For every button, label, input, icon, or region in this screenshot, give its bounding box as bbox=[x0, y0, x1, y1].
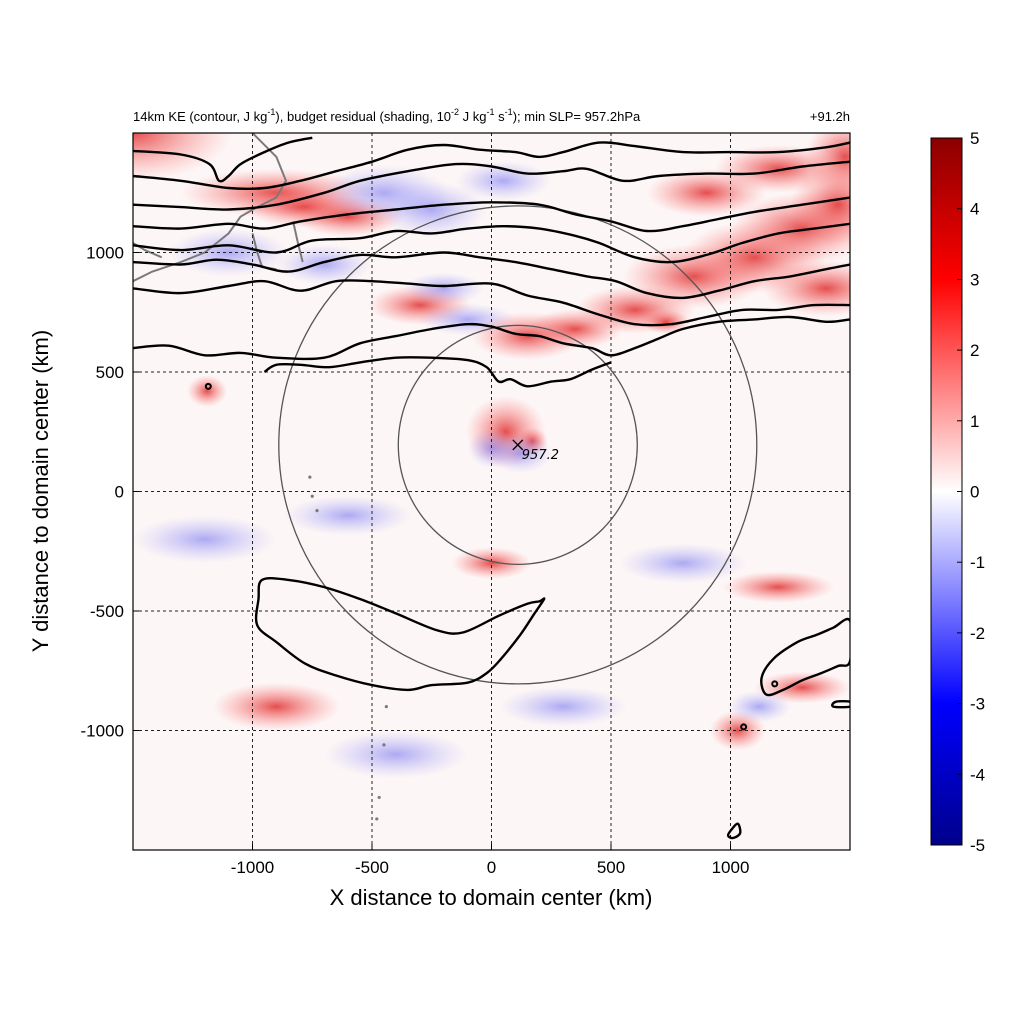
colorbar-tick-label: 4 bbox=[970, 200, 979, 219]
y-axis-ticks: -1000 -500 0 500 1000 bbox=[81, 244, 139, 741]
colorbar-tick-label: -5 bbox=[970, 836, 985, 855]
storm-center-marker bbox=[512, 439, 524, 451]
ke-contour-closed bbox=[831, 700, 850, 709]
positive-residual bbox=[133, 133, 233, 181]
y-tick-label: 1000 bbox=[86, 244, 124, 263]
island bbox=[382, 743, 386, 747]
ke-contours bbox=[133, 136, 850, 840]
ke-contour-small bbox=[740, 723, 748, 731]
positive-residual bbox=[641, 309, 690, 334]
x-tick-label: 0 bbox=[487, 858, 496, 877]
y-tick-label: 0 bbox=[115, 483, 124, 502]
positive-residual bbox=[722, 571, 835, 604]
negative-residual bbox=[168, 228, 289, 277]
island bbox=[315, 509, 319, 513]
positive-residual bbox=[646, 168, 767, 217]
negative-residual bbox=[284, 495, 413, 536]
range-rings bbox=[278, 205, 758, 685]
x-axis-label: X distance to domain center (km) bbox=[330, 885, 653, 910]
colorbar-tick-label: 2 bbox=[970, 341, 979, 360]
ke-contour-line bbox=[133, 279, 850, 327]
ke-contour-line bbox=[133, 222, 850, 264]
forecast-time-label: +91.2h bbox=[810, 109, 850, 124]
x-tick-label: -1000 bbox=[231, 858, 274, 877]
x-tick-label: 1000 bbox=[712, 858, 750, 877]
ke-contour-line bbox=[133, 136, 313, 183]
ke-contour-closed bbox=[760, 617, 850, 697]
ke-contour-small bbox=[204, 382, 212, 390]
colorbar-tick-label: 1 bbox=[970, 412, 979, 431]
positive-residual bbox=[187, 375, 228, 408]
range-ring-1000km bbox=[278, 205, 758, 685]
coastline-segment bbox=[292, 221, 304, 263]
island bbox=[384, 705, 388, 709]
ke-contour-line bbox=[133, 251, 850, 300]
min-slp-label: 957.2 bbox=[522, 448, 559, 463]
y-axis-label: Y distance to domain center (km) bbox=[28, 330, 53, 652]
colorbar-tick-label: -2 bbox=[970, 624, 985, 643]
storm-center: 957.2 bbox=[512, 439, 559, 463]
residual-shading bbox=[133, 133, 850, 779]
ke-contour-line bbox=[133, 141, 850, 191]
colorbar-ticks: 5 4 3 2 1 0 -1 -2 -3 -4 -5 bbox=[957, 129, 985, 855]
island bbox=[308, 475, 312, 479]
ke-contour-line bbox=[133, 196, 850, 233]
negative-residual bbox=[455, 160, 552, 201]
x-axis-ticks: -1000 -500 0 500 1000 bbox=[231, 844, 750, 877]
positive-residual bbox=[762, 260, 850, 317]
y-tick-label: 500 bbox=[96, 363, 124, 382]
ke-contour-small bbox=[771, 680, 779, 688]
x-tick-label: 500 bbox=[597, 858, 625, 877]
y-tick-label: -500 bbox=[90, 602, 124, 621]
negative-residual bbox=[499, 686, 628, 727]
negative-residual bbox=[467, 428, 516, 469]
negative-residual bbox=[618, 543, 747, 584]
colorbar-tick-label: 5 bbox=[970, 129, 979, 148]
island bbox=[310, 494, 314, 498]
colorbar-tick-label: -1 bbox=[970, 553, 985, 572]
negative-residual bbox=[323, 730, 468, 779]
negative-residual bbox=[375, 181, 488, 238]
ke-contour-line bbox=[133, 160, 850, 211]
negative-residual bbox=[403, 272, 484, 305]
y-tick-label: -1000 bbox=[81, 722, 124, 741]
negative-residual bbox=[133, 515, 277, 564]
colorbar-tick-label: 3 bbox=[970, 270, 979, 289]
positive-residual bbox=[754, 671, 850, 704]
ke-contour-closed bbox=[254, 576, 546, 692]
plot-area: 957.2 bbox=[133, 133, 850, 850]
island bbox=[377, 795, 381, 800]
negative-residual bbox=[276, 244, 373, 285]
positive-residual bbox=[212, 682, 341, 731]
ke-contour-closed bbox=[726, 822, 742, 840]
ke-contour-line bbox=[263, 356, 612, 388]
chart-title: 14km KE (contour, J kg-1), budget residu… bbox=[133, 107, 641, 124]
range-ring-500km bbox=[397, 324, 638, 566]
island bbox=[375, 817, 379, 821]
x-tick-label: -500 bbox=[355, 858, 389, 877]
ke-contour-line bbox=[133, 315, 850, 361]
colorbar-tick-label: -3 bbox=[970, 695, 985, 714]
colorbar-tick-label: -4 bbox=[970, 765, 985, 784]
colorbar-tick-label: 0 bbox=[970, 483, 979, 502]
colorbar bbox=[930, 137, 963, 846]
